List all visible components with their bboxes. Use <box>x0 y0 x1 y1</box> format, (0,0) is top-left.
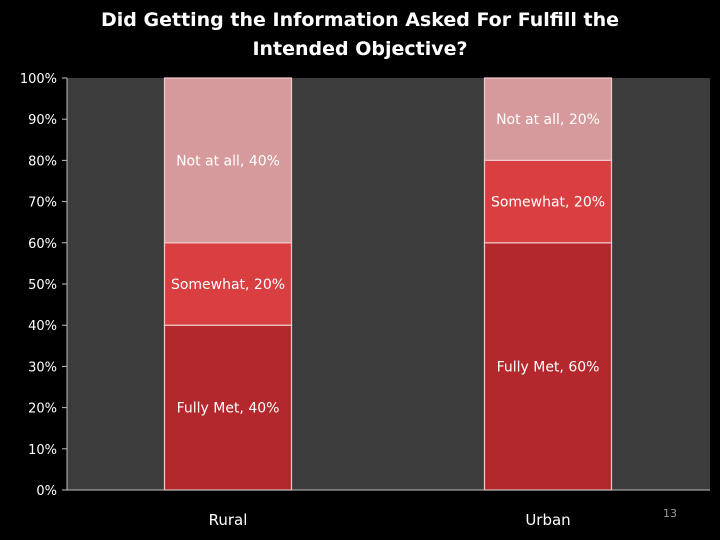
bar-urban-not-at-all <box>483 77 613 162</box>
y-tick-label: 70% <box>28 196 57 211</box>
y-tick-label: 40% <box>28 319 57 334</box>
x-tick-label-rural: Rural <box>209 511 248 529</box>
bar-urban-fully-met <box>483 242 613 491</box>
y-tick-label: 90% <box>28 113 57 128</box>
data-label-rural-not-at-all: Not at all, 40% <box>176 153 280 169</box>
data-label-urban-fully-met: Fully Met, 60% <box>497 359 600 375</box>
data-label-rural-somewhat: Somewhat, 20% <box>171 277 285 293</box>
bar-rural-fully-met <box>163 324 293 491</box>
data-label-rural-fully-met: Fully Met, 40% <box>177 401 280 417</box>
y-tick-label: 10% <box>28 443 57 458</box>
data-label-urban-somewhat: Somewhat, 20% <box>491 195 605 211</box>
x-axis: Rural Urban <box>67 489 710 529</box>
x-tick-label-urban: Urban <box>525 511 570 529</box>
chart-title: Did Getting the Information Asked For Fu… <box>101 9 619 60</box>
bar-group: Fully Met, 40% Somewhat, 20% Not at all, 4… <box>163 77 613 491</box>
plot-area <box>67 78 710 490</box>
y-tick-label: 60% <box>28 237 57 252</box>
bar-urban-somewhat <box>483 159 613 244</box>
y-tick-label: 50% <box>28 278 57 293</box>
y-tick-label: 100% <box>20 72 57 87</box>
y-tick-label: 30% <box>28 360 57 375</box>
y-tick-label: 0% <box>36 484 57 499</box>
bar-rural-somewhat <box>163 242 293 326</box>
y-axis: 0% 10% 20% 30% 40% 50% 60% 70% 80% 90% 100% <box>20 72 68 499</box>
data-label-urban-not-at-all: Not at all, 20% <box>496 112 600 128</box>
y-tick-label: 80% <box>28 154 57 169</box>
slide-number: 13 <box>663 507 677 520</box>
y-tick-label: 20% <box>28 402 57 417</box>
bar-rural-not-at-all <box>163 77 293 244</box>
